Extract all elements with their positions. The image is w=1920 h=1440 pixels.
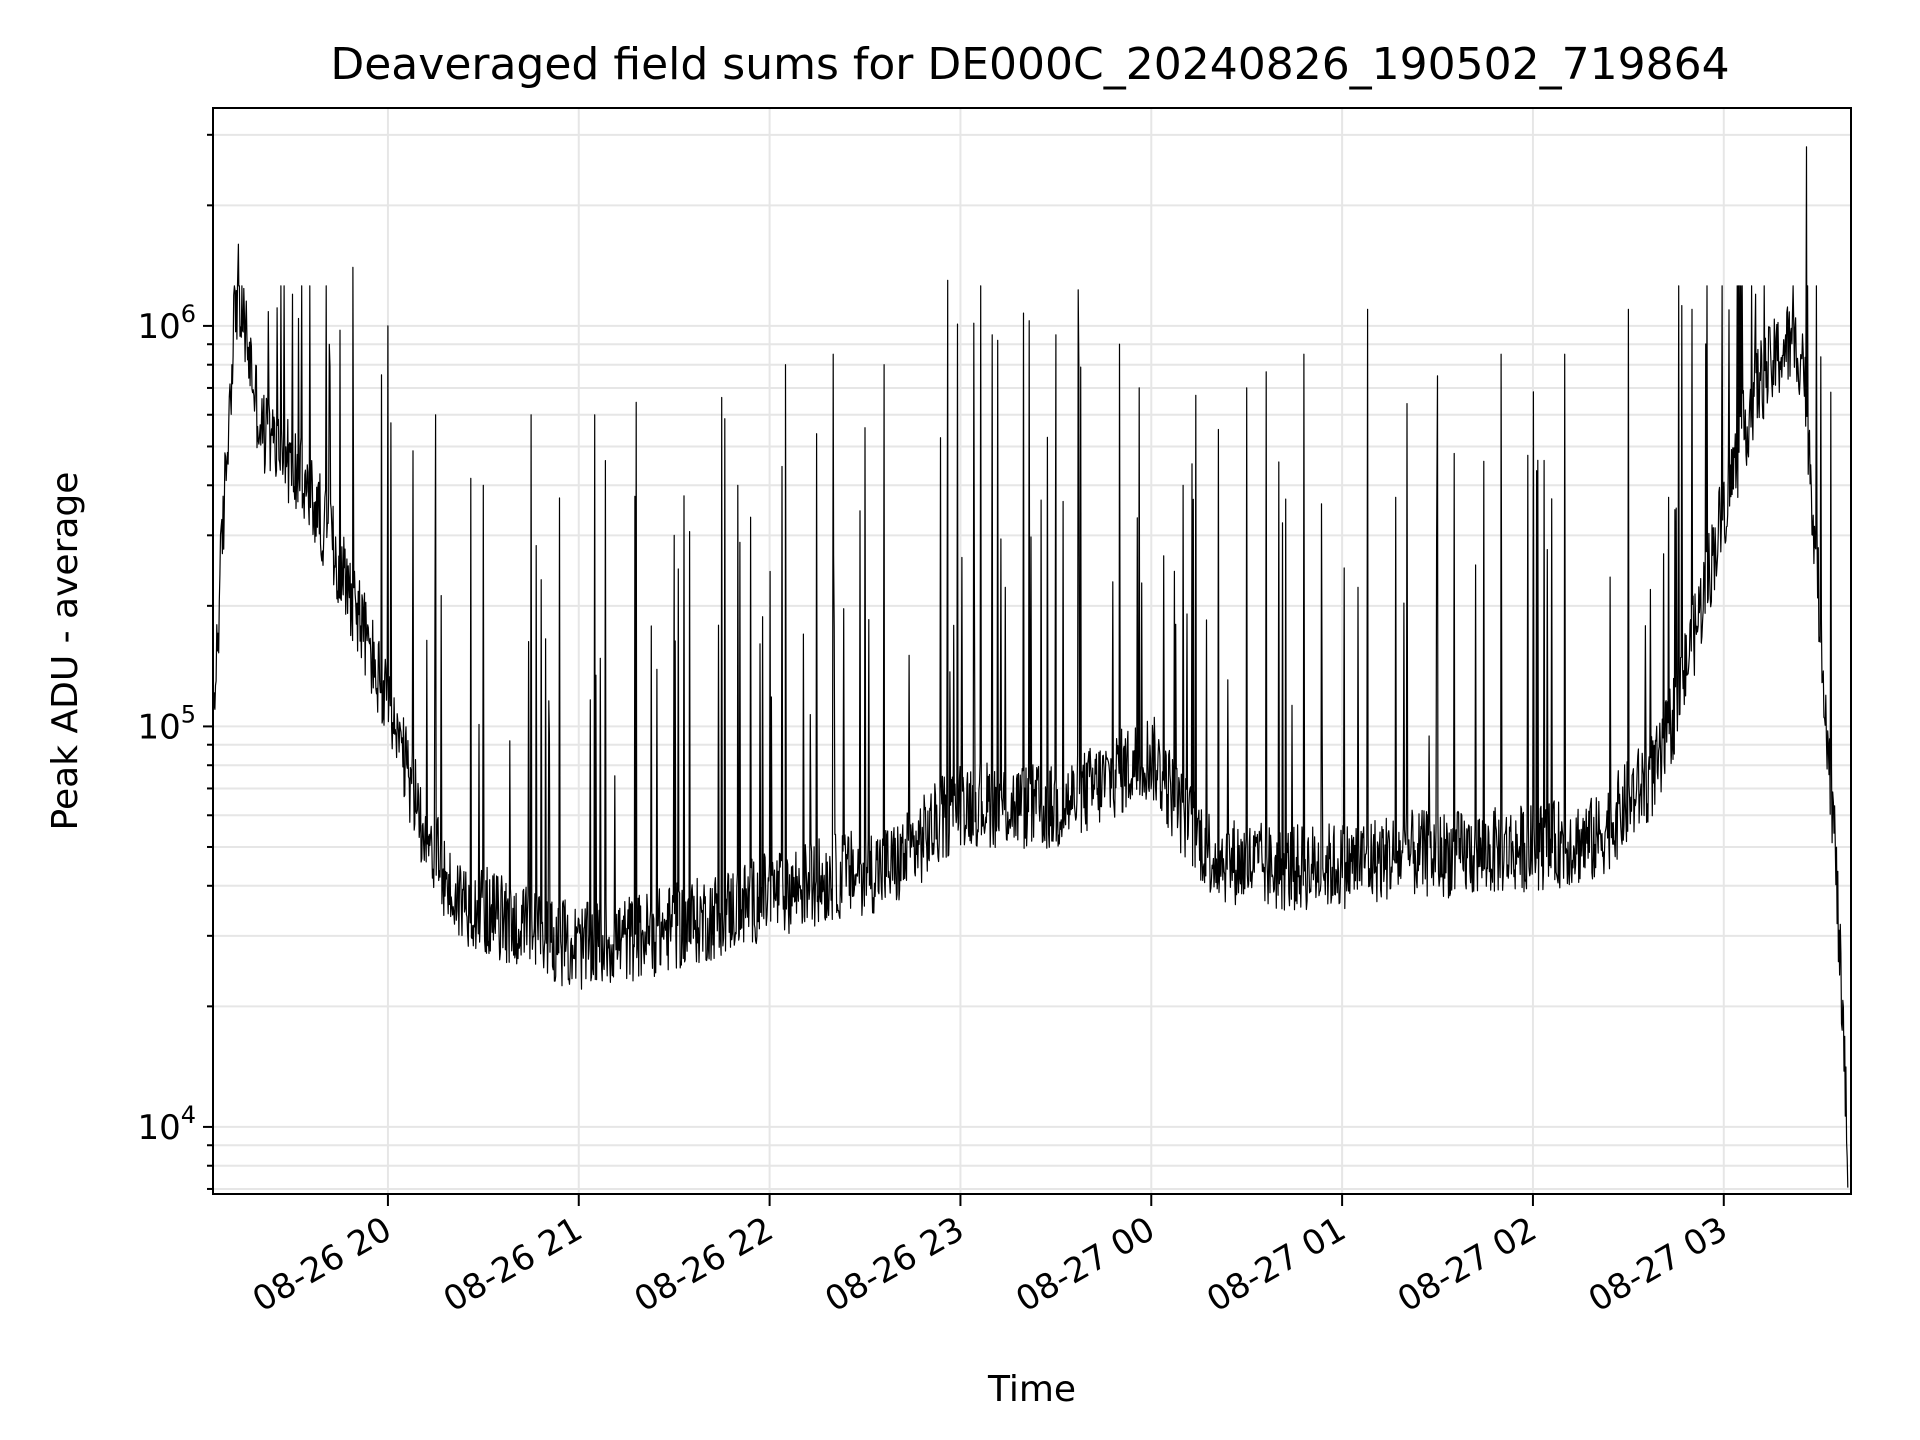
chart-title: Deaveraged field sums for DE000C_2024082… — [330, 39, 1729, 90]
plot-frame — [212, 107, 1852, 1195]
x-axis-label: Time — [987, 1369, 1076, 1410]
y-tick-label: 105 — [137, 700, 196, 747]
y-tick-label: 104 — [137, 1101, 196, 1148]
plot-series — [212, 146, 1849, 1188]
y-axis: 104 105 106 — [137, 133, 213, 1190]
series-line — [212, 146, 1849, 1188]
y-axis-label: Peak ADU - average — [45, 472, 86, 831]
y-tick-label: 106 — [137, 300, 196, 347]
